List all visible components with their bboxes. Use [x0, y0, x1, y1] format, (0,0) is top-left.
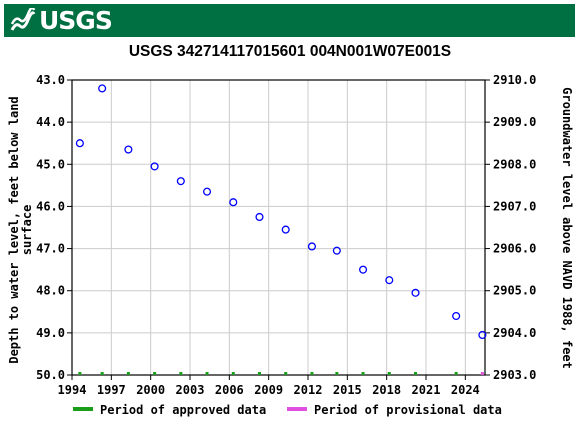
data-point: [255, 212, 264, 222]
approved-period-marker: [205, 372, 209, 375]
x-tick-label: 2012: [294, 383, 323, 397]
y-left-tick-label: 48.0: [36, 284, 65, 298]
x-tick-label: 2006: [215, 383, 244, 397]
y-right-tick-label: 2903.0: [493, 368, 536, 382]
data-points: [75, 84, 487, 340]
legend-approved-label: Period of approved data: [100, 403, 266, 417]
y-right-tick-label: 2906.0: [493, 242, 536, 256]
data-point: [452, 311, 461, 321]
data-point: [176, 177, 185, 186]
approved-period-marker: [100, 372, 104, 375]
data-point: [98, 84, 107, 93]
y-left-tick-label: 49.0: [36, 326, 65, 340]
right-axis-label: Groundwater level above NAVD 1988, feet: [560, 87, 574, 369]
approved-period-marker: [454, 372, 458, 375]
usgs-logo-text: USGS: [39, 6, 113, 35]
data-point: [124, 145, 133, 154]
approved-period-marker: [335, 372, 339, 375]
data-point: [229, 198, 238, 207]
data-point: [150, 162, 159, 171]
left-y-axis-ticks: 43.0 44.0 45.0 46.0 47.0 48.0 49.0 50.0: [36, 73, 72, 382]
y-right-tick-label: 2905.0: [493, 284, 536, 298]
data-point: [385, 276, 394, 285]
data-point: [281, 225, 290, 234]
approved-period-marker: [78, 372, 82, 375]
x-tick-label: 2015: [333, 383, 362, 397]
data-point: [307, 242, 316, 251]
y-left-tick-label: 46.0: [36, 199, 65, 213]
x-tick-label: 2018: [372, 383, 401, 397]
left-axis-label-line2: surface: [20, 205, 34, 256]
y-left-tick-label: 45.0: [36, 157, 65, 171]
data-point: [75, 139, 84, 148]
approved-period-marker: [257, 372, 261, 375]
x-tick-label: 2024: [451, 383, 480, 397]
approved-period-marker: [414, 372, 418, 375]
x-tick-label: 1994: [58, 383, 87, 397]
legend-provisional-swatch: [287, 407, 307, 411]
chart-title: USGS 342714117015601 004N001W07E001S: [128, 43, 452, 60]
plot-frame: [71, 79, 486, 376]
y-right-tick-label: 2907.0: [493, 199, 536, 213]
data-point: [359, 265, 368, 274]
y-right-tick-label: 2910.0: [493, 73, 536, 87]
provisional-period-marker: [480, 372, 484, 375]
right-y-axis-ticks: 2910.0 2909.0 2908.0 2907.0 2906.0 2905.0 2904…: [485, 73, 536, 382]
y-left-tick-label: 44.0: [36, 115, 65, 129]
usgs-logo[interactable]: USGS: [10, 6, 113, 35]
y-left-tick-label: 50.0: [36, 368, 65, 382]
approved-period-marker: [284, 372, 288, 375]
y-right-tick-label: 2904.0: [493, 326, 536, 340]
x-tick-label: 2003: [176, 383, 205, 397]
approved-period-marker: [361, 372, 365, 375]
approved-period-marker: [231, 372, 235, 375]
legend: Period of approved data Period of provis…: [73, 403, 502, 417]
usgs-wave-icon: [10, 7, 36, 31]
legend-provisional-label: Period of provisional data: [314, 403, 502, 417]
approved-period-marker: [126, 372, 130, 375]
approved-period-marker: [387, 372, 391, 375]
x-axis-ticks: 1994 1997 2000 2003 2006 2009 2012 2015 2018 2021…: [58, 375, 480, 397]
y-right-tick-label: 2908.0: [493, 157, 536, 171]
approved-period-marker: [153, 372, 157, 375]
y-left-tick-label: 47.0: [36, 242, 65, 256]
x-tick-label: 2021: [412, 383, 441, 397]
y-left-tick-label: 43.0: [36, 73, 65, 87]
y-right-tick-label: 2909.0: [493, 115, 536, 129]
data-point: [202, 187, 212, 196]
data-point: [332, 246, 341, 255]
x-tick-label: 1997: [97, 383, 126, 397]
approved-period-marker: [179, 372, 183, 375]
approved-period-marker: [310, 372, 314, 375]
data-point: [411, 288, 420, 297]
x-tick-label: 2009: [254, 383, 283, 397]
left-axis-label-line1: Depth to water level, feet below land: [7, 96, 21, 363]
usgs-banner: USGS: [4, 4, 575, 37]
grid-lines: [71, 79, 485, 376]
data-point: [478, 330, 487, 340]
x-tick-label: 2000: [136, 383, 165, 397]
legend-approved-swatch: [73, 407, 93, 411]
period-markers: [78, 372, 484, 375]
